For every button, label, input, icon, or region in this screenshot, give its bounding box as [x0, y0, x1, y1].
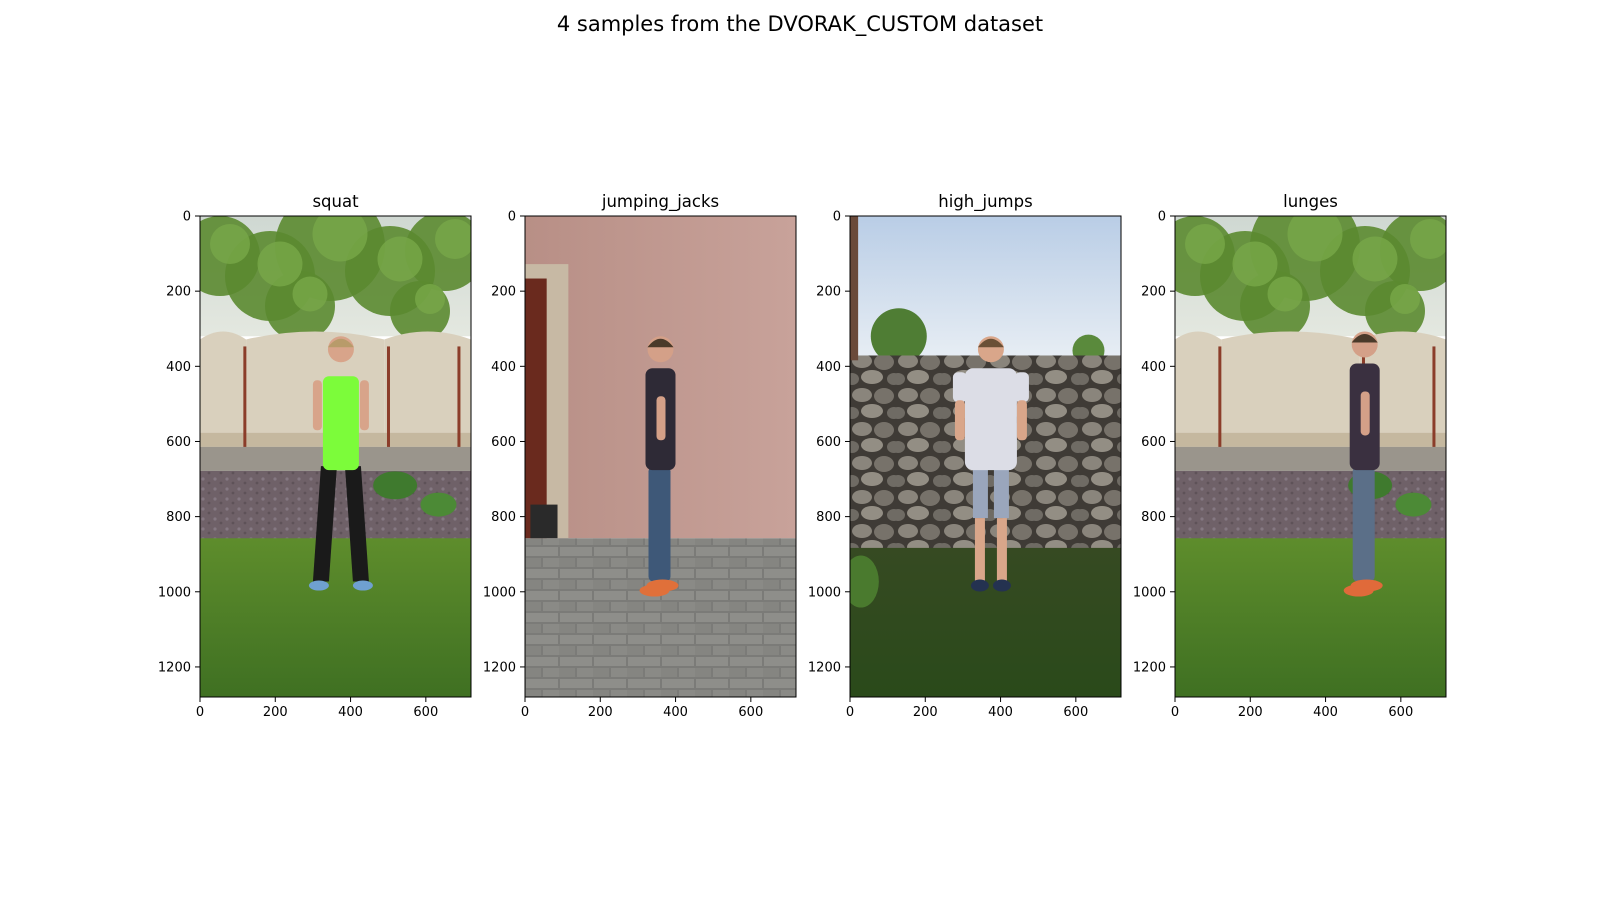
subplot-title: lunges: [1283, 192, 1338, 211]
subplot-jumping_jacks: jumping_jacks 0 200 400 600 0 200 400 600 800 1000…: [483, 192, 797, 720]
x-tick-label: 200: [1238, 705, 1263, 720]
y-tick-label: 600: [1141, 435, 1166, 450]
x-tick-label: 400: [988, 705, 1013, 720]
subplot-squat: squat 0 200 400 600 0 200 400 600 800 1000 1200: [158, 192, 472, 720]
x-tick-label: 200: [913, 705, 938, 720]
sample-image: [525, 216, 796, 697]
y-tick-label: 400: [166, 360, 191, 375]
y-tick-label: 600: [816, 435, 841, 450]
x-tick-label: 600: [738, 705, 763, 720]
person-figure: [952, 336, 1029, 592]
y-tick-label: 1000: [1133, 585, 1166, 600]
subplot-title: jumping_jacks: [601, 192, 719, 212]
subplot-title: high_jumps: [938, 192, 1032, 212]
y-tick-label: 1000: [158, 585, 191, 600]
y-tick-label: 1200: [808, 660, 841, 675]
axes-frame: [199, 215, 472, 698]
y-tick-label: 800: [491, 510, 516, 525]
x-tick-label: 400: [338, 705, 363, 720]
person-figure: [1343, 331, 1383, 597]
y-tick-label: 400: [1141, 360, 1166, 375]
x-tick-label: 0: [846, 705, 854, 720]
y-tick-label: 600: [491, 435, 516, 450]
sample-image: [200, 216, 471, 697]
x-tick-label: 200: [263, 705, 288, 720]
sample-image: [850, 216, 1121, 697]
y-tick-label: 800: [166, 510, 191, 525]
y-tick-label: 800: [816, 510, 841, 525]
image-background: [1175, 216, 1446, 697]
axes-frame: [524, 215, 797, 698]
y-tick-label: 600: [166, 435, 191, 450]
x-tick-label: 600: [1063, 705, 1088, 720]
x-tick-label: 400: [663, 705, 688, 720]
y-tick-label: 200: [1141, 285, 1166, 300]
y-tick-label: 1000: [483, 585, 516, 600]
x-tick-label: 200: [588, 705, 613, 720]
axes-frame: [849, 215, 1122, 698]
y-tick-label: 1000: [808, 585, 841, 600]
person-figure: [639, 336, 679, 597]
y-tick-label: 200: [166, 285, 191, 300]
subplot-title: squat: [312, 192, 359, 211]
x-tick-label: 400: [1313, 705, 1338, 720]
subplot-lunges: lunges 0 200 400 600 0 200 400 600 800 1000 1200: [1133, 192, 1447, 720]
axes-frame: [1174, 215, 1447, 698]
x-tick-label: 600: [1388, 705, 1413, 720]
x-tick-label: 0: [196, 705, 204, 720]
y-tick-label: 1200: [158, 660, 191, 675]
subplot-high_jumps: high_jumps 0 200 400 600 0 200 400 600 800 1000 120…: [808, 192, 1122, 720]
y-tick-label: 1200: [483, 660, 516, 675]
y-tick-label: 400: [816, 360, 841, 375]
y-tick-label: 0: [183, 210, 191, 225]
y-tick-label: 0: [1158, 210, 1166, 225]
x-tick-label: 0: [521, 705, 529, 720]
x-tick-label: 0: [1171, 705, 1179, 720]
y-tick-label: 0: [833, 210, 841, 225]
figure-title: 4 samples from the DVORAK_CUSTOM dataset: [556, 12, 1044, 36]
y-tick-label: 1200: [1133, 660, 1166, 675]
person-figure: [308, 336, 373, 591]
sample-image: [1175, 216, 1446, 697]
y-tick-label: 200: [816, 285, 841, 300]
y-tick-label: 0: [508, 210, 516, 225]
x-tick-label: 600: [413, 705, 438, 720]
y-tick-label: 200: [491, 285, 516, 300]
y-tick-label: 400: [491, 360, 516, 375]
y-tick-label: 800: [1141, 510, 1166, 525]
